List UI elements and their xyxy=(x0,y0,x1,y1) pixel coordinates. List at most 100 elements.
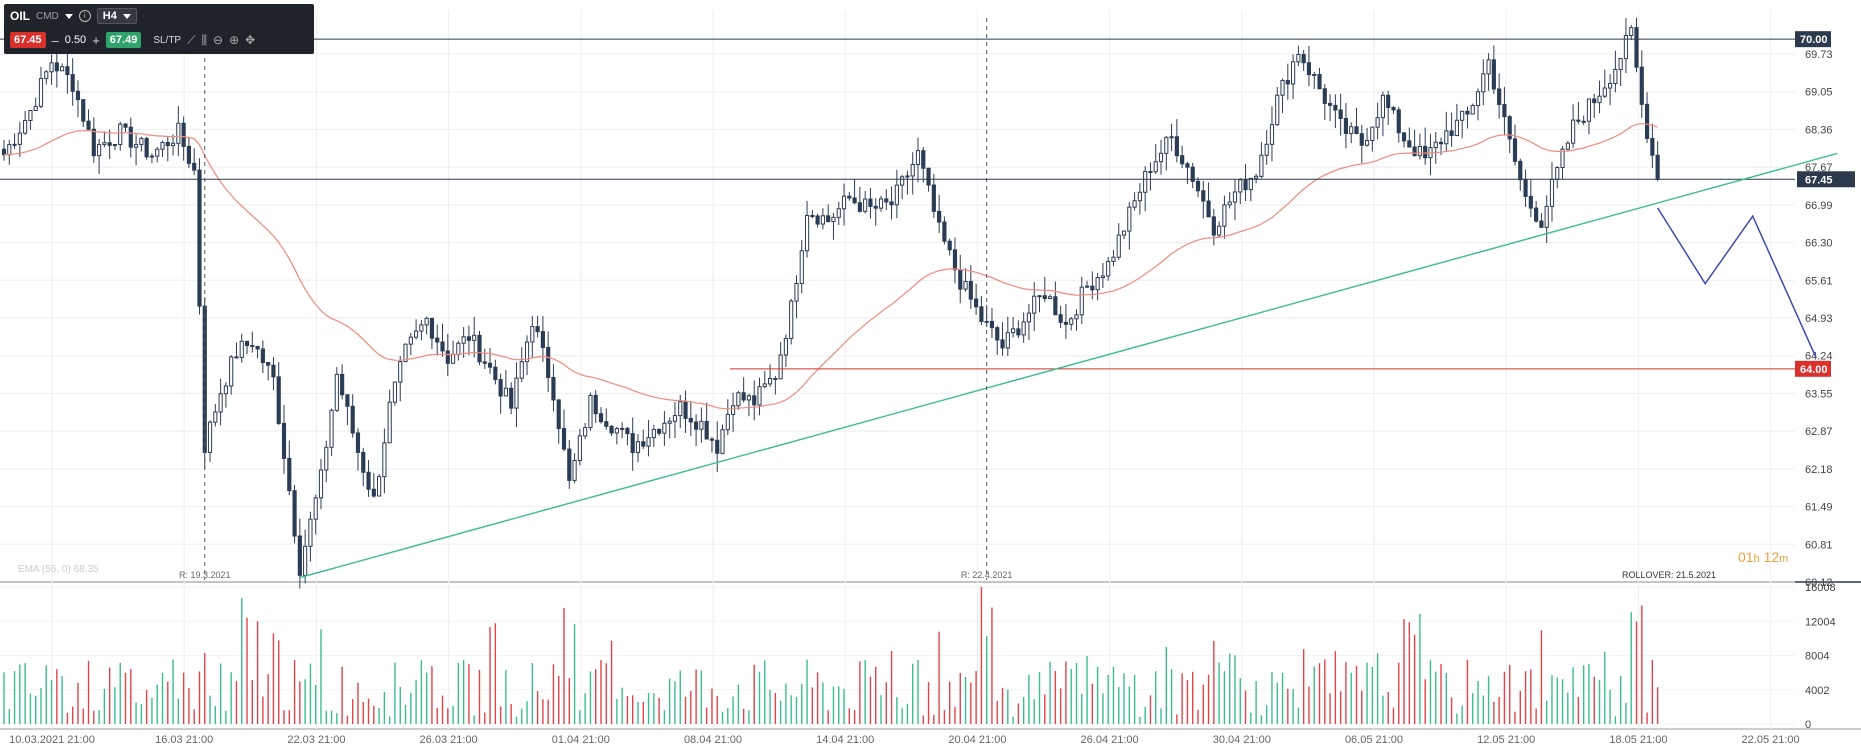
candle-body xyxy=(181,122,186,147)
candle-body xyxy=(107,142,112,146)
candle-body xyxy=(1623,34,1629,60)
candle-body xyxy=(1407,140,1412,148)
candle-body xyxy=(361,451,366,473)
x-tick-label: 18.05 21:00 xyxy=(1609,734,1667,746)
candle-body xyxy=(1000,339,1005,349)
candle-body xyxy=(1322,88,1327,104)
candle-body xyxy=(857,202,862,212)
candle-body xyxy=(371,488,376,497)
candle-body xyxy=(424,317,429,326)
zoom-out-icon[interactable]: ⊖ xyxy=(213,33,224,47)
zoom-in-icon[interactable]: ⊕ xyxy=(229,33,240,47)
candle-body xyxy=(324,446,329,471)
candle-body xyxy=(1629,27,1634,36)
candle-body xyxy=(1301,53,1306,64)
countdown-hours: 01 xyxy=(1738,549,1754,565)
candle-body xyxy=(1306,62,1312,76)
candle-body xyxy=(688,417,693,423)
candle-body xyxy=(1491,59,1496,90)
candle-body xyxy=(392,381,398,403)
candle-body xyxy=(635,441,641,454)
candle-body xyxy=(931,184,936,212)
candle-body xyxy=(889,201,894,206)
candle-body xyxy=(1576,119,1581,122)
candle-body xyxy=(720,429,725,454)
candle-body xyxy=(757,386,762,406)
candle-body xyxy=(176,122,181,144)
candle-body xyxy=(551,376,556,401)
volume-group xyxy=(3,586,1659,724)
candle-body xyxy=(789,300,794,339)
candle-body xyxy=(1217,225,1222,236)
candle-body xyxy=(1137,191,1142,202)
y-tick-label: 69.73 xyxy=(1805,49,1833,61)
candle-body xyxy=(403,343,408,363)
candle-body xyxy=(1565,142,1570,150)
candle-body xyxy=(968,280,973,300)
candle-body xyxy=(461,336,466,344)
candle-body xyxy=(894,184,899,206)
y-tick-label: 62.87 xyxy=(1805,426,1833,438)
candle-body xyxy=(23,119,28,134)
timeframe-select[interactable]: H4 xyxy=(96,8,137,24)
candle-body xyxy=(915,150,921,165)
volume-tick-label: 16008 xyxy=(1805,582,1836,594)
candle-body xyxy=(1512,138,1518,162)
symbol-label[interactable]: OIL xyxy=(10,9,30,23)
candle-body xyxy=(524,341,530,363)
candle-body xyxy=(1063,321,1069,325)
x-tick-label: 20.04 21:00 xyxy=(948,734,1006,746)
buy-button[interactable]: 67.49 xyxy=(105,32,142,48)
candle-body xyxy=(1460,110,1465,121)
candle-body xyxy=(1549,178,1555,207)
candle-body xyxy=(620,427,625,430)
y-tick-label: 64.93 xyxy=(1805,313,1833,325)
candle-body xyxy=(1285,79,1290,85)
candle-body xyxy=(292,490,297,537)
increase-volume-button[interactable]: + xyxy=(92,32,100,48)
candle-body xyxy=(287,457,292,492)
sell-button[interactable]: 67.45 xyxy=(10,32,46,48)
candle-body xyxy=(952,249,958,271)
candle-body xyxy=(852,197,857,204)
candle-body xyxy=(1349,126,1354,134)
candle-body xyxy=(435,337,440,343)
candle-body xyxy=(1053,296,1058,316)
move-icon[interactable]: ✥ xyxy=(245,33,256,47)
candle-body xyxy=(694,421,699,430)
candle-body xyxy=(826,215,831,223)
candle-body xyxy=(1227,201,1232,206)
candle-body xyxy=(1354,126,1359,135)
candle-body xyxy=(1597,95,1602,104)
candle-body xyxy=(1169,136,1174,139)
info-icon[interactable]: i xyxy=(78,10,91,22)
candle-body xyxy=(276,376,281,424)
candle-body xyxy=(926,167,931,186)
candle-body xyxy=(1581,120,1586,123)
candle-body xyxy=(1592,98,1597,104)
line-chart-icon[interactable]: ⟋ xyxy=(187,32,196,47)
candle-body xyxy=(445,350,450,364)
candle-body xyxy=(1269,124,1275,145)
sltp-button[interactable]: SL/TP xyxy=(153,34,182,46)
candle-body xyxy=(387,401,392,444)
candle-body xyxy=(81,99,86,122)
candle-body xyxy=(683,401,688,419)
candle-body xyxy=(1560,148,1565,169)
candle-body xyxy=(334,373,339,411)
candles-icon[interactable]: ⫼ xyxy=(201,32,208,47)
candle-body xyxy=(1005,332,1010,349)
volume-input[interactable]: 0.50 xyxy=(64,34,87,46)
chevron-down-icon[interactable] xyxy=(64,13,73,19)
candle-body xyxy=(709,438,715,441)
candle-body xyxy=(1090,285,1095,291)
candle-body xyxy=(155,148,160,157)
candle-body xyxy=(989,320,995,329)
candle-body xyxy=(1095,277,1100,291)
candle-body xyxy=(588,394,593,429)
candle-body xyxy=(847,195,852,199)
y-tick-label: 63.55 xyxy=(1805,388,1833,400)
decrease-volume-button[interactable]: – xyxy=(51,32,59,48)
